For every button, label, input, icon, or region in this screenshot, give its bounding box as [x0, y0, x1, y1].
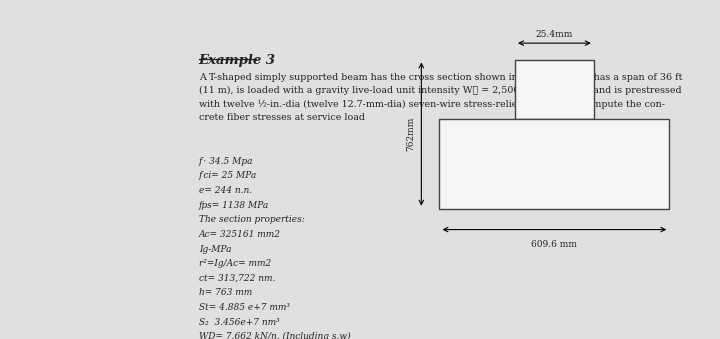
- Text: Ac= 325161 mm2: Ac= 325161 mm2: [199, 230, 281, 239]
- Text: S₂  3.456e+7 nm³: S₂ 3.456e+7 nm³: [199, 318, 279, 327]
- Text: The section properties:: The section properties:: [199, 215, 305, 224]
- Text: 762mm: 762mm: [406, 117, 415, 151]
- Text: r²=Ig/Ac= mm2: r²=Ig/Ac= mm2: [199, 259, 271, 268]
- Text: WD= 7.662 kN/n. (Including s.w): WD= 7.662 kN/n. (Including s.w): [199, 332, 351, 339]
- Text: e= 244 n.n.: e= 244 n.n.: [199, 186, 252, 195]
- Text: A T-shaped simply supported beam has the cross section shown in Figure P1.4. It : A T-shaped simply supported beam has the…: [199, 73, 682, 121]
- Text: f′· 34.5 Mpa: f′· 34.5 Mpa: [199, 157, 253, 166]
- Text: h= 763 mm: h= 763 mm: [199, 288, 252, 297]
- Text: St= 4.885 e+7 mm³: St= 4.885 e+7 mm³: [199, 303, 290, 312]
- Text: Example 3: Example 3: [199, 54, 276, 67]
- Text: f′ci= 25 MPa: f′ci= 25 MPa: [199, 172, 257, 180]
- Text: ct= 313,722 nm.: ct= 313,722 nm.: [199, 274, 275, 283]
- Text: Ig-MPa: Ig-MPa: [199, 244, 231, 254]
- Bar: [439, 119, 670, 209]
- Text: 609.6 mm: 609.6 mm: [531, 240, 577, 249]
- Text: fps= 1138 MPa: fps= 1138 MPa: [199, 201, 269, 210]
- Bar: [515, 60, 594, 119]
- Text: 25.4mm: 25.4mm: [536, 29, 573, 39]
